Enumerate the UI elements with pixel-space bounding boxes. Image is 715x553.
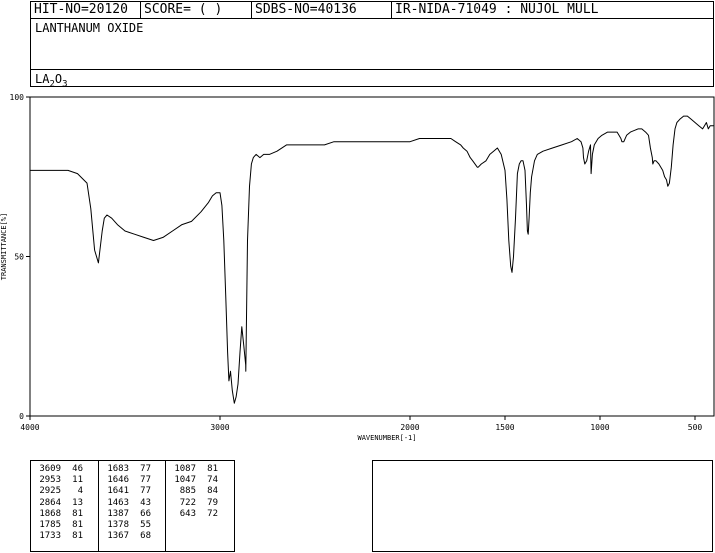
peak-row: 3609 46 (31, 464, 98, 475)
peak-row: 1367 68 (99, 531, 165, 542)
peak-row: 722 79 (166, 498, 234, 509)
peak-transmittance: 55 (140, 520, 151, 531)
peak-column: 1087 81 1047 74 885 84 722 79 643 72 (166, 461, 234, 551)
peak-wavenumber: 1367 (107, 531, 129, 542)
y-axis-label: TRANSMITTANCE[%] (0, 213, 8, 280)
peak-transmittance: 68 (140, 531, 151, 542)
peak-row: 1387 66 (99, 509, 165, 520)
plot-frame (29, 96, 715, 417)
peak-wavenumber: 1785 (39, 520, 61, 531)
spectrum-header: HIT-NO=20120 SCORE= ( ) SDBS-NO=40136 IR… (30, 1, 714, 89)
peak-wavenumber: 1387 (107, 508, 129, 519)
y-tick-label: 50 (14, 253, 24, 262)
formula-element: O (54, 72, 63, 86)
peak-wavenumber: 1087 (174, 464, 196, 474)
peak-row: 1646 77 (99, 475, 165, 486)
peak-row: 2864 13 (31, 498, 98, 509)
hit-number: HIT-NO=20120 (31, 2, 141, 18)
sdbs-number: SDBS-NO=40136 (252, 2, 392, 18)
peak-transmittance: 46 (72, 464, 83, 474)
ir-info: IR-NIDA-71049 : NUJOL MULL (395, 2, 599, 17)
formula-base: LA (35, 72, 50, 86)
peak-wavenumber: 2864 (39, 497, 61, 508)
peak-column: 1683 77 1646 77 1641 77 1463 43 1387 66 1378 55 1367… (99, 461, 166, 551)
peak-row: 1378 55 (99, 520, 165, 531)
peak-wavenumber: 1641 (107, 486, 129, 497)
sample-name: LANTHANUM OXIDE (35, 21, 144, 35)
peak-wavenumber: 1733 (39, 531, 61, 542)
peak-transmittance: 81 (72, 520, 83, 531)
peak-transmittance: 77 (140, 486, 151, 497)
peak-transmittance: 74 (207, 475, 218, 486)
peak-row: 1683 77 (99, 464, 165, 475)
peak-transmittance: 81 (72, 508, 83, 519)
x-tick-label: 1500 (495, 423, 514, 432)
peak-row: 2953 11 (31, 475, 98, 486)
ir-spectrum-chart: 4000 3000 2000 1500 1000 500 0 50 100 WAVENUMBER[… (0, 93, 715, 442)
peak-wavenumber: 1047 (174, 475, 196, 486)
peak-wavenumber: 885 (179, 486, 196, 497)
peak-wavenumber: 1683 (107, 464, 129, 474)
x-tick-label: 500 (688, 423, 703, 432)
peak-wavenumber: 1463 (107, 497, 129, 508)
peak-transmittance: 77 (140, 464, 151, 474)
peak-wavenumber: 2925 (39, 486, 61, 497)
x-tick-label: 4000 (20, 423, 39, 432)
peak-wavenumber: 1868 (39, 508, 61, 519)
formula-subscript: 2 (49, 79, 55, 90)
peak-wavenumber: 1378 (107, 520, 129, 531)
peak-row: 1087 81 (166, 464, 234, 475)
molecular-formula: LA2O3 (35, 72, 68, 89)
peak-transmittance: 11 (72, 475, 83, 486)
peak-transmittance: 79 (207, 497, 218, 508)
peak-transmittance: 43 (140, 497, 151, 508)
y-tick-label: 100 (10, 93, 25, 102)
peak-wavenumber: 643 (179, 508, 196, 519)
peak-row: 643 72 (166, 509, 234, 520)
peak-wavenumber: 722 (179, 497, 196, 508)
peak-row: 1733 81 (31, 531, 98, 542)
x-axis-label: WAVENUMBER[-1] (357, 434, 416, 442)
formula-subscript: 3 (62, 79, 68, 90)
peak-row: 1463 43 (99, 498, 165, 509)
peak-row: 885 84 (166, 486, 234, 497)
x-tick-label: 2000 (400, 423, 419, 432)
x-tick-label: 1000 (590, 423, 609, 432)
peak-transmittance: 72 (207, 508, 218, 519)
peak-wavenumber: 2953 (39, 475, 61, 486)
peak-transmittance: 77 (140, 475, 151, 486)
peak-table: 3609 46 2953 11 2925 4 2864 13 1868 81 1785 81 1733 8… (30, 460, 235, 552)
y-tick-label: 0 (19, 412, 24, 421)
peak-row: 1047 74 (166, 475, 234, 486)
peak-row: 2925 4 (31, 486, 98, 497)
peak-wavenumber: 1646 (107, 475, 129, 486)
header-divider (31, 69, 713, 70)
peak-transmittance: 66 (140, 508, 151, 519)
x-tick-label: 3000 (210, 423, 229, 432)
peak-row: 1641 77 (99, 486, 165, 497)
score-field: SCORE= ( ) (141, 2, 252, 18)
peak-transmittance: 13 (72, 497, 83, 508)
peak-transmittance: 84 (207, 486, 218, 497)
peak-transmittance: 81 (207, 464, 218, 474)
peak-row: 1868 81 (31, 509, 98, 520)
peak-transmittance: 81 (72, 531, 83, 542)
empty-info-box (372, 460, 713, 552)
header-divider (31, 18, 713, 19)
peak-column: 3609 46 2953 11 2925 4 2864 13 1868 81 1785 81 1733 8… (31, 461, 99, 551)
peak-wavenumber: 3609 (39, 464, 61, 474)
peak-row: 1785 81 (31, 520, 98, 531)
peak-transmittance: 4 (77, 486, 83, 497)
spectrum-line (30, 115, 714, 404)
